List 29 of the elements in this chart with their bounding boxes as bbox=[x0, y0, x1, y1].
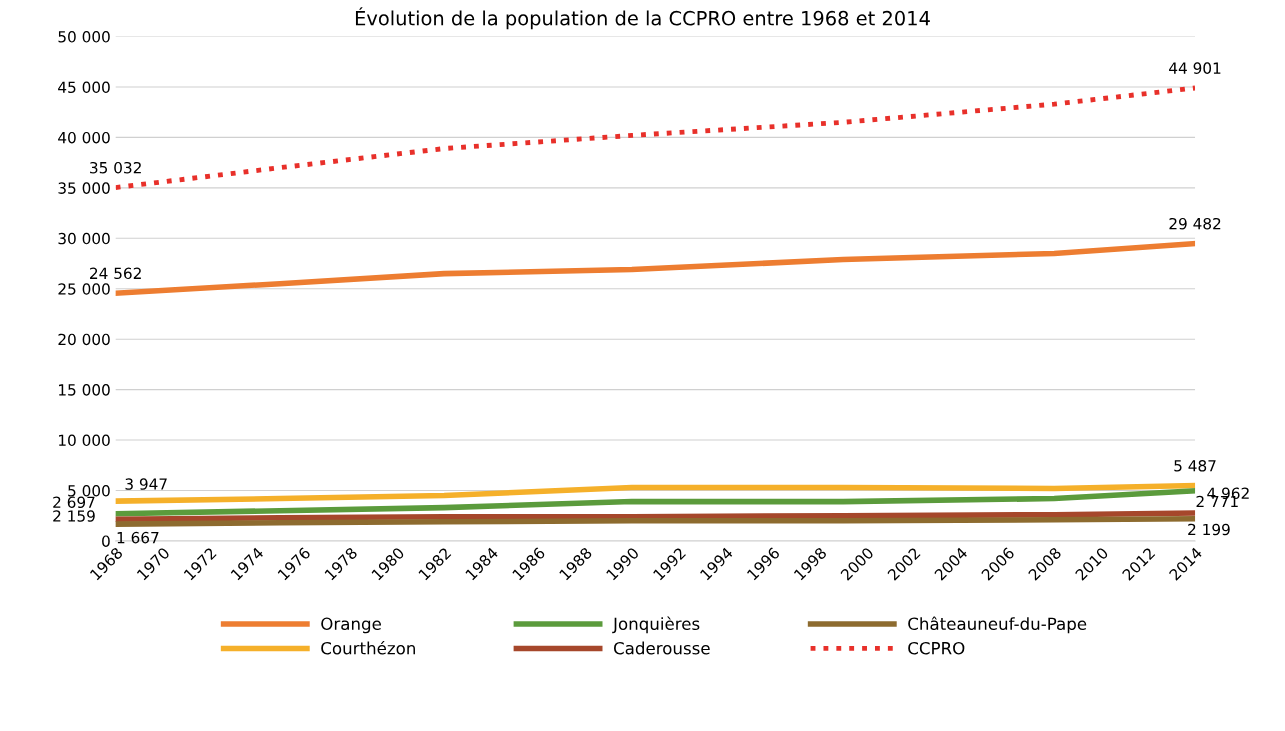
legend-label: Caderousse bbox=[613, 641, 710, 655]
legend-label: CCPRO bbox=[908, 641, 965, 655]
y-tick-label: 30 000 bbox=[58, 232, 110, 245]
legend-label: Jonquières bbox=[612, 616, 700, 634]
legend-label: Courthézon bbox=[321, 640, 415, 655]
line-series bbox=[115, 85, 1196, 190]
data-label: 29 482 bbox=[1169, 217, 1221, 230]
legend-label: Châteauneuf-du-Pape bbox=[908, 616, 1087, 634]
data-label: 2 697 bbox=[53, 496, 95, 508]
data-label: 5 487 bbox=[1174, 459, 1216, 472]
y-tick-label: 10 000 bbox=[59, 434, 110, 447]
data-label: 2 159 bbox=[53, 510, 95, 522]
data-label: 3 947 bbox=[125, 478, 167, 490]
data-label: 24 562 bbox=[90, 267, 141, 280]
y-tick-label: 45 000 bbox=[58, 81, 110, 94]
y-tick-label: 15 000 bbox=[59, 384, 110, 396]
y-tick-label: 50 000 bbox=[58, 31, 110, 43]
chart-title: Évolution de la population de la CCPRO entre 1968 et 2014 bbox=[355, 7, 930, 30]
y-tick-label: 0 bbox=[102, 535, 110, 547]
y-tick-label: 35 000 bbox=[58, 182, 110, 194]
data-label: 2 199 bbox=[1188, 523, 1230, 536]
y-tick-label: 40 000 bbox=[58, 131, 110, 144]
y-tick-label: 20 000 bbox=[58, 333, 110, 346]
y-tick-label: 5 000 bbox=[68, 484, 110, 497]
data-label: 1 667 bbox=[117, 531, 159, 544]
legend-label: Orange bbox=[321, 617, 381, 634]
data-label: 35 032 bbox=[90, 161, 141, 174]
data-label: 44 901 bbox=[1169, 62, 1221, 74]
y-tick-label: 25 000 bbox=[58, 283, 110, 295]
